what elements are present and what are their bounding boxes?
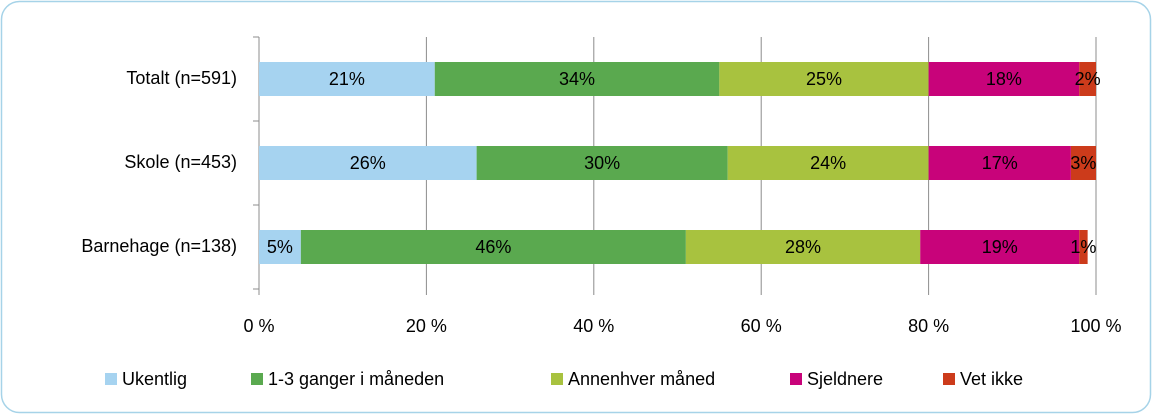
data-label: 17% — [982, 153, 1018, 173]
legend-swatch — [105, 373, 117, 385]
data-label: 1% — [1070, 237, 1096, 257]
bar-segment — [727, 146, 929, 180]
bar-segment — [476, 146, 728, 180]
x-tick-label: 0 % — [243, 316, 274, 336]
bar-segment — [1079, 62, 1096, 96]
x-tick-label: 40 % — [573, 316, 614, 336]
legend-label: Vet ikke — [960, 369, 1023, 389]
data-label: 34% — [559, 69, 595, 89]
data-label: 24% — [810, 153, 846, 173]
data-label: 3% — [1070, 153, 1096, 173]
bar-segment — [685, 230, 921, 264]
bar-segment — [928, 146, 1071, 180]
legend-label: Sjeldnere — [807, 369, 883, 389]
data-label: 30% — [584, 153, 620, 173]
data-label: 19% — [982, 237, 1018, 257]
legend-label: Ukentlig — [122, 369, 187, 389]
x-tick-label: 60 % — [741, 316, 782, 336]
legend-swatch — [790, 373, 802, 385]
y-tick-label: Totalt (n=591) — [126, 68, 237, 88]
bar-segment — [259, 62, 435, 96]
bar-segment — [1079, 230, 1088, 264]
legend-label: 1-3 ganger i måneden — [268, 369, 444, 389]
y-tick-label: Barnehage (n=138) — [81, 236, 237, 256]
legend-label: Annenhver måned — [568, 369, 715, 389]
y-tick-label: Skole (n=453) — [124, 152, 237, 172]
legend-swatch — [251, 373, 263, 385]
bar-segment — [1070, 146, 1096, 180]
data-label: 26% — [350, 153, 386, 173]
legend-swatch — [943, 373, 955, 385]
data-label: 28% — [785, 237, 821, 257]
data-label: 21% — [329, 69, 365, 89]
legend-swatch — [551, 373, 563, 385]
data-label: 5% — [267, 237, 293, 257]
x-tick-label: 20 % — [406, 316, 447, 336]
bar-segment — [928, 62, 1080, 96]
bar-segment — [920, 230, 1080, 264]
data-label: 46% — [475, 237, 511, 257]
bar-segment — [719, 62, 929, 96]
bar-segment — [434, 62, 720, 96]
data-label: 25% — [806, 69, 842, 89]
x-tick-label: 100 % — [1070, 316, 1121, 336]
x-tick-label: 80 % — [908, 316, 949, 336]
data-label: 2% — [1075, 69, 1101, 89]
data-label: 18% — [986, 69, 1022, 89]
bar-segment — [300, 230, 686, 264]
bar-segment — [259, 146, 477, 180]
bar-segment — [259, 230, 301, 264]
